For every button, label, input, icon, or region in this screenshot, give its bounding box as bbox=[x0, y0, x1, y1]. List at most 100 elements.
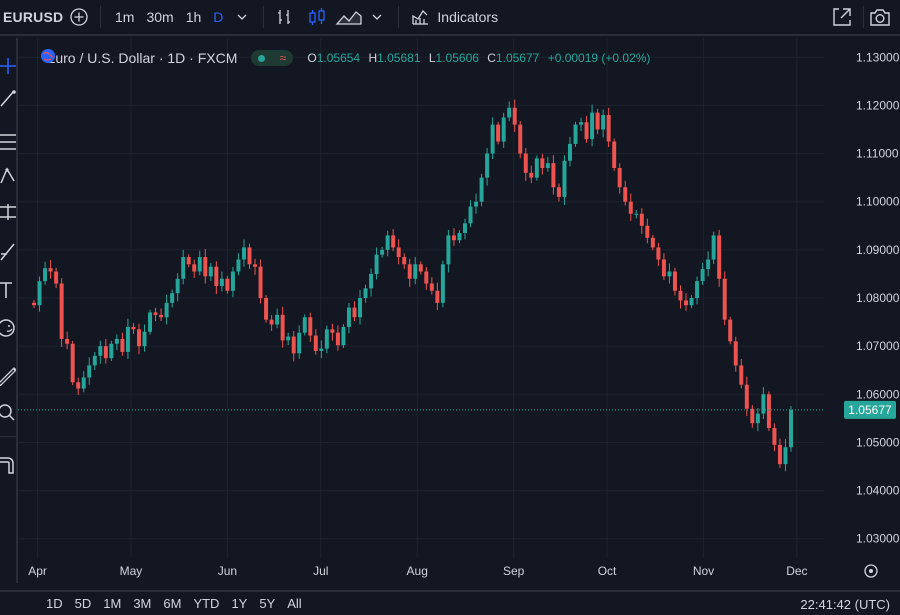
market-status-badge[interactable]: ≈ bbox=[251, 50, 294, 66]
candle bbox=[120, 332, 125, 356]
candle bbox=[319, 340, 324, 359]
candle bbox=[783, 439, 788, 472]
candle-body bbox=[374, 254, 379, 274]
magnet-icon[interactable] bbox=[0, 452, 16, 476]
candle bbox=[567, 136, 572, 167]
timeframe-1h[interactable]: 1h bbox=[185, 9, 202, 25]
candle bbox=[617, 163, 622, 194]
candle bbox=[512, 99, 517, 132]
timeframe-1m[interactable]: 1m bbox=[115, 9, 135, 25]
zoom-icon[interactable] bbox=[0, 400, 16, 424]
candle-body bbox=[728, 319, 733, 342]
candle bbox=[291, 331, 296, 362]
candle-body bbox=[612, 141, 617, 168]
candle-body bbox=[54, 271, 59, 284]
candle bbox=[269, 315, 274, 331]
candle-body bbox=[451, 235, 456, 241]
candlestick-chart[interactable]: 1.13000 1.12000 1.11000 1.10000 1.09000 1.080… bbox=[18, 38, 900, 588]
ruler-icon[interactable] bbox=[0, 364, 16, 388]
candle bbox=[37, 276, 42, 312]
fib-icon[interactable] bbox=[0, 130, 16, 154]
candle bbox=[396, 239, 401, 265]
candle bbox=[148, 309, 153, 335]
candle bbox=[65, 331, 70, 350]
candle-body bbox=[114, 338, 119, 344]
brush-icon[interactable] bbox=[0, 240, 16, 264]
candle bbox=[501, 112, 506, 148]
timeframe-30m[interactable]: 30m bbox=[146, 9, 174, 25]
add-symbol-icon[interactable] bbox=[66, 0, 92, 34]
candle-body bbox=[468, 206, 473, 224]
candle-body bbox=[109, 343, 114, 359]
candle bbox=[114, 334, 119, 351]
candle-body bbox=[92, 355, 97, 366]
candle-body bbox=[175, 278, 180, 294]
candle bbox=[706, 251, 711, 277]
forecast-icon[interactable] bbox=[0, 200, 16, 224]
candle-body bbox=[181, 257, 186, 279]
candle-body bbox=[435, 290, 440, 303]
trend-line-icon[interactable] bbox=[0, 86, 16, 110]
indicators-icon[interactable] bbox=[407, 0, 433, 34]
pattern-icon[interactable] bbox=[0, 164, 16, 188]
range-5d[interactable]: 5D bbox=[74, 596, 92, 611]
range-ytd[interactable]: YTD bbox=[193, 596, 220, 611]
range-3m[interactable]: 3M bbox=[133, 596, 152, 611]
timeframe-d[interactable]: D bbox=[213, 9, 224, 25]
candle-body bbox=[772, 428, 777, 445]
emoji-icon[interactable] bbox=[0, 316, 16, 340]
fullscreen-icon[interactable] bbox=[829, 0, 855, 34]
candle bbox=[142, 324, 147, 352]
candle-body bbox=[529, 172, 534, 178]
chevron-down-icon[interactable] bbox=[229, 0, 255, 34]
candle-body bbox=[650, 237, 655, 248]
candle bbox=[203, 248, 208, 284]
settings-icon[interactable] bbox=[864, 564, 878, 578]
chart-pane[interactable]: 1.13000 1.12000 1.11000 1.10000 1.09000 1.080… bbox=[18, 38, 900, 588]
candle-body bbox=[159, 314, 164, 318]
candle-body bbox=[153, 312, 158, 315]
bar-style-icon[interactable] bbox=[272, 0, 298, 34]
time-scale: Apr May Jun Jul Aug Sep Oct Nov Dec bbox=[28, 564, 807, 578]
candle-body bbox=[617, 168, 622, 188]
range-1y[interactable]: 1Y bbox=[231, 596, 248, 611]
toolbar-divider bbox=[263, 6, 265, 28]
range-5y[interactable]: 5Y bbox=[259, 596, 276, 611]
symbol-button[interactable]: EURUSD bbox=[3, 9, 64, 25]
candle bbox=[402, 253, 407, 269]
text-icon[interactable] bbox=[0, 278, 16, 302]
last-price-marker: 1.05677 bbox=[18, 400, 896, 419]
candle-body bbox=[579, 122, 584, 125]
candle bbox=[634, 209, 639, 219]
candle-body bbox=[761, 394, 766, 414]
candle bbox=[623, 180, 628, 206]
price-tick-label: 1.05000 bbox=[856, 435, 900, 449]
candles-icon[interactable] bbox=[304, 0, 330, 34]
range-6m[interactable]: 6M bbox=[163, 596, 182, 611]
candle bbox=[352, 301, 357, 322]
crosshair-icon[interactable] bbox=[0, 54, 16, 78]
area-icon[interactable] bbox=[334, 0, 364, 34]
snapshot-icon[interactable] bbox=[867, 0, 893, 34]
candle-body bbox=[335, 332, 340, 346]
close-value: 1.05677 bbox=[495, 51, 540, 65]
candle-body bbox=[429, 283, 434, 291]
candle-body bbox=[440, 264, 445, 303]
utc-clock[interactable]: 22:41:42 (UTC) bbox=[800, 597, 890, 612]
candle bbox=[606, 107, 611, 148]
candle bbox=[247, 243, 252, 269]
candle bbox=[391, 229, 396, 252]
candle-body bbox=[402, 257, 407, 265]
candle-body bbox=[125, 326, 130, 352]
indicators-button[interactable]: Indicators bbox=[437, 9, 499, 25]
candle-body bbox=[76, 382, 81, 389]
candle bbox=[313, 329, 318, 355]
chevron-down-icon[interactable] bbox=[364, 0, 390, 34]
candle bbox=[656, 242, 661, 266]
symbol-title[interactable]: Euro / U.S. Dollar · 1D · FXCM bbox=[46, 50, 238, 66]
range-1m[interactable]: 1M bbox=[103, 596, 122, 611]
candle bbox=[253, 258, 258, 275]
range-all[interactable]: All bbox=[287, 596, 302, 611]
range-1d[interactable]: 1D bbox=[46, 596, 63, 611]
price-tick-label: 1.03000 bbox=[856, 532, 900, 546]
